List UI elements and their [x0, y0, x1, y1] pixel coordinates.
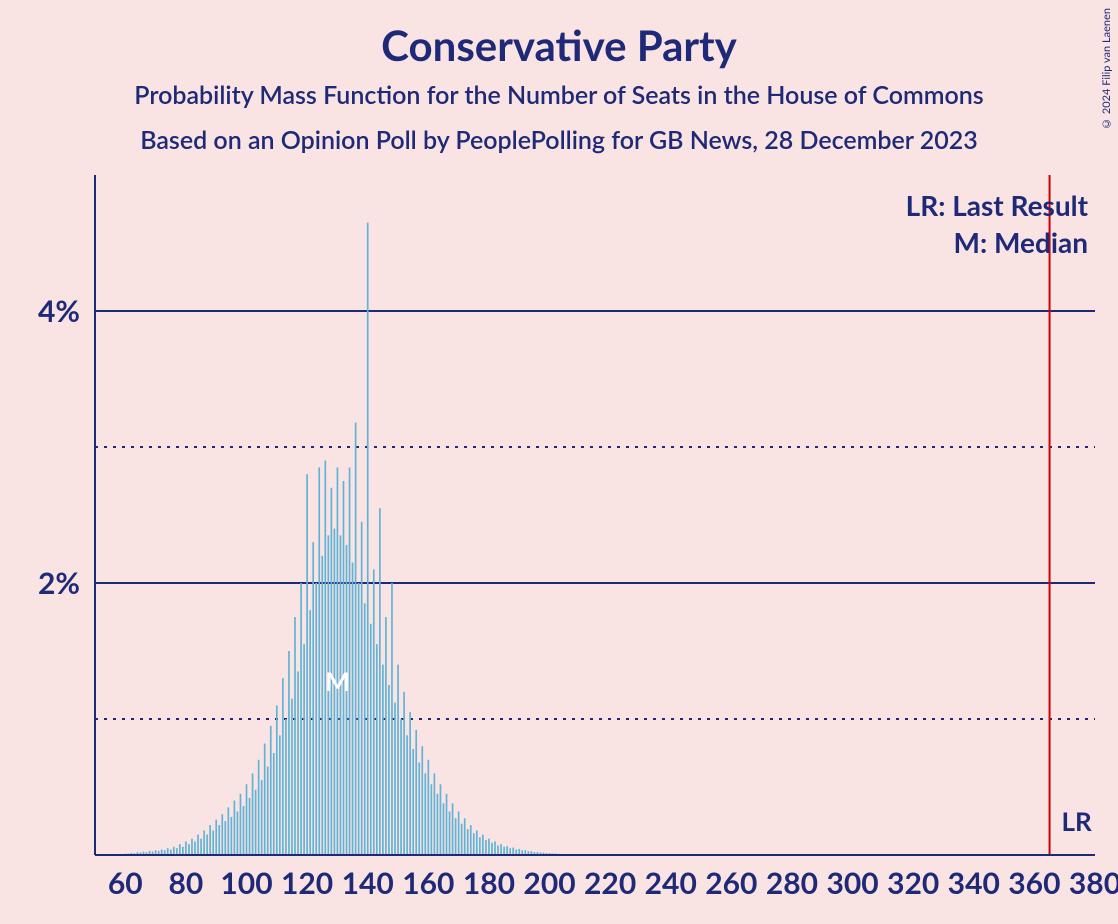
x-tick-label: 100 — [217, 865, 277, 901]
legend-m: M: Median — [954, 225, 1088, 259]
x-tick-label: 60 — [95, 865, 155, 901]
x-tick-label: 320 — [883, 865, 943, 901]
y-tick-label: 2% — [0, 565, 80, 601]
x-tick-label: 300 — [823, 865, 883, 901]
last-result-marker: LR — [1062, 805, 1092, 837]
x-tick-label: 160 — [398, 865, 458, 901]
median-marker: M — [325, 665, 350, 697]
x-tick-label: 140 — [338, 865, 398, 901]
x-tick-label: 340 — [944, 865, 1004, 901]
x-tick-label: 260 — [701, 865, 761, 901]
chart-container: Conservative Party Probability Mass Func… — [0, 0, 1118, 924]
x-tick-label: 240 — [641, 865, 701, 901]
x-tick-label: 280 — [762, 865, 822, 901]
x-tick-label: 120 — [277, 865, 337, 901]
chart-svg — [0, 0, 1118, 924]
x-tick-label: 180 — [459, 865, 519, 901]
y-tick-label: 4% — [0, 293, 80, 329]
x-tick-label: 80 — [156, 865, 216, 901]
x-tick-label: 220 — [580, 865, 640, 901]
x-tick-label: 200 — [520, 865, 580, 901]
legend-lr: LR: Last Result — [906, 188, 1088, 222]
x-tick-label: 380 — [1065, 865, 1118, 901]
x-tick-label: 360 — [1004, 865, 1064, 901]
